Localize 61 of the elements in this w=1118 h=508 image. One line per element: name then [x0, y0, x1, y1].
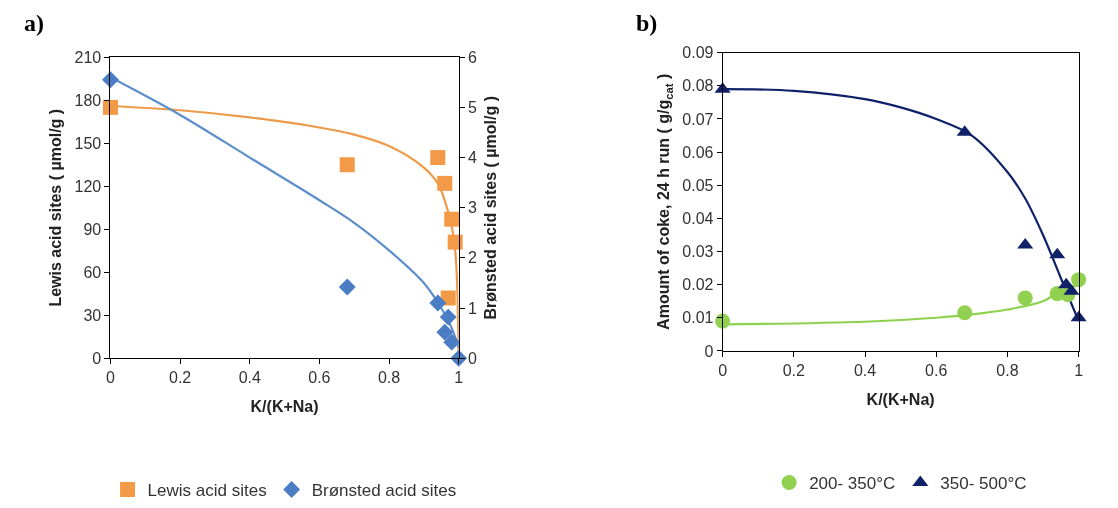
y-tick-label: 0.05 [682, 176, 714, 194]
legend-label: Brønsted acid sites [311, 481, 457, 501]
chart-title: b) [636, 10, 658, 36]
y-tick-label: 180 [74, 91, 102, 109]
x-tick-label: 0.6 [308, 369, 331, 387]
x-tick-label: 0 [106, 369, 116, 387]
y-tick-label: 0.02 [682, 276, 714, 294]
y-tick-label: 0.03 [682, 243, 714, 261]
point [429, 294, 447, 312]
legend-label: 200- 350°C [809, 474, 896, 494]
point [338, 278, 356, 296]
x-tick-label: 0.8 [377, 369, 401, 387]
y-tick-label: 0.08 [682, 77, 714, 95]
x-axis-title: K/(K+Na) [866, 390, 935, 408]
point [443, 333, 461, 351]
y-tick-label: 0 [92, 349, 102, 367]
y2-axis-title: Brønsted acid sites ( µmol/g ) [481, 95, 499, 320]
point [447, 234, 463, 250]
y2-tick-label: 0 [467, 349, 477, 367]
point [444, 211, 460, 227]
y2-tick-label: 4 [467, 149, 477, 167]
y-tick-label: 0.06 [682, 143, 714, 161]
point [339, 157, 355, 173]
x-tick-label: 0.8 [996, 362, 1019, 380]
point [436, 323, 454, 341]
point [1017, 237, 1034, 249]
point [430, 150, 446, 166]
y-tick-label: 210 [74, 48, 102, 66]
x-tick-label: 0.4 [238, 369, 261, 387]
y-tick-label: 90 [83, 220, 102, 238]
y-tick-label: 60 [83, 263, 102, 281]
x-tick-label: 0.4 [853, 362, 877, 380]
y2-tick-label: 1 [467, 299, 477, 317]
y2-tick-label: 6 [467, 48, 477, 66]
y-tick-label: 0.01 [682, 309, 714, 327]
point [437, 175, 453, 191]
y2-tick-label: 2 [467, 249, 477, 267]
y2-tick-label: 5 [467, 99, 477, 117]
y-tick-label: 0 [704, 342, 714, 360]
y2-tick-label: 3 [467, 199, 477, 217]
x-axis-title: K/(K+Na) [250, 398, 319, 416]
point [439, 308, 457, 326]
x-tick-label: 1 [1074, 362, 1084, 380]
x-tick-label: 0.6 [925, 362, 948, 380]
y-tick-label: 30 [83, 306, 102, 324]
y-tick-label: 0.09 [682, 44, 714, 62]
y-tick-label: 0.04 [682, 209, 714, 227]
legend-label: 350- 500°C [940, 474, 1027, 494]
legend-label: Lewis acid sites [147, 481, 267, 501]
point [1049, 247, 1066, 259]
y-tick-label: 120 [74, 177, 102, 195]
y-tick-label: 0.07 [682, 110, 714, 128]
x-tick-label: 0.2 [782, 362, 806, 380]
point [1017, 290, 1033, 306]
y-tick-label: 150 [74, 134, 102, 152]
x-tick-label: 0 [718, 362, 728, 380]
chart-title: a) [24, 10, 44, 36]
x-tick-label: 0.2 [168, 369, 192, 387]
point [957, 305, 973, 321]
y-axis-title: Lewis acid sites ( µmol/g ) [47, 108, 65, 307]
x-tick-label: 1 [454, 369, 464, 387]
